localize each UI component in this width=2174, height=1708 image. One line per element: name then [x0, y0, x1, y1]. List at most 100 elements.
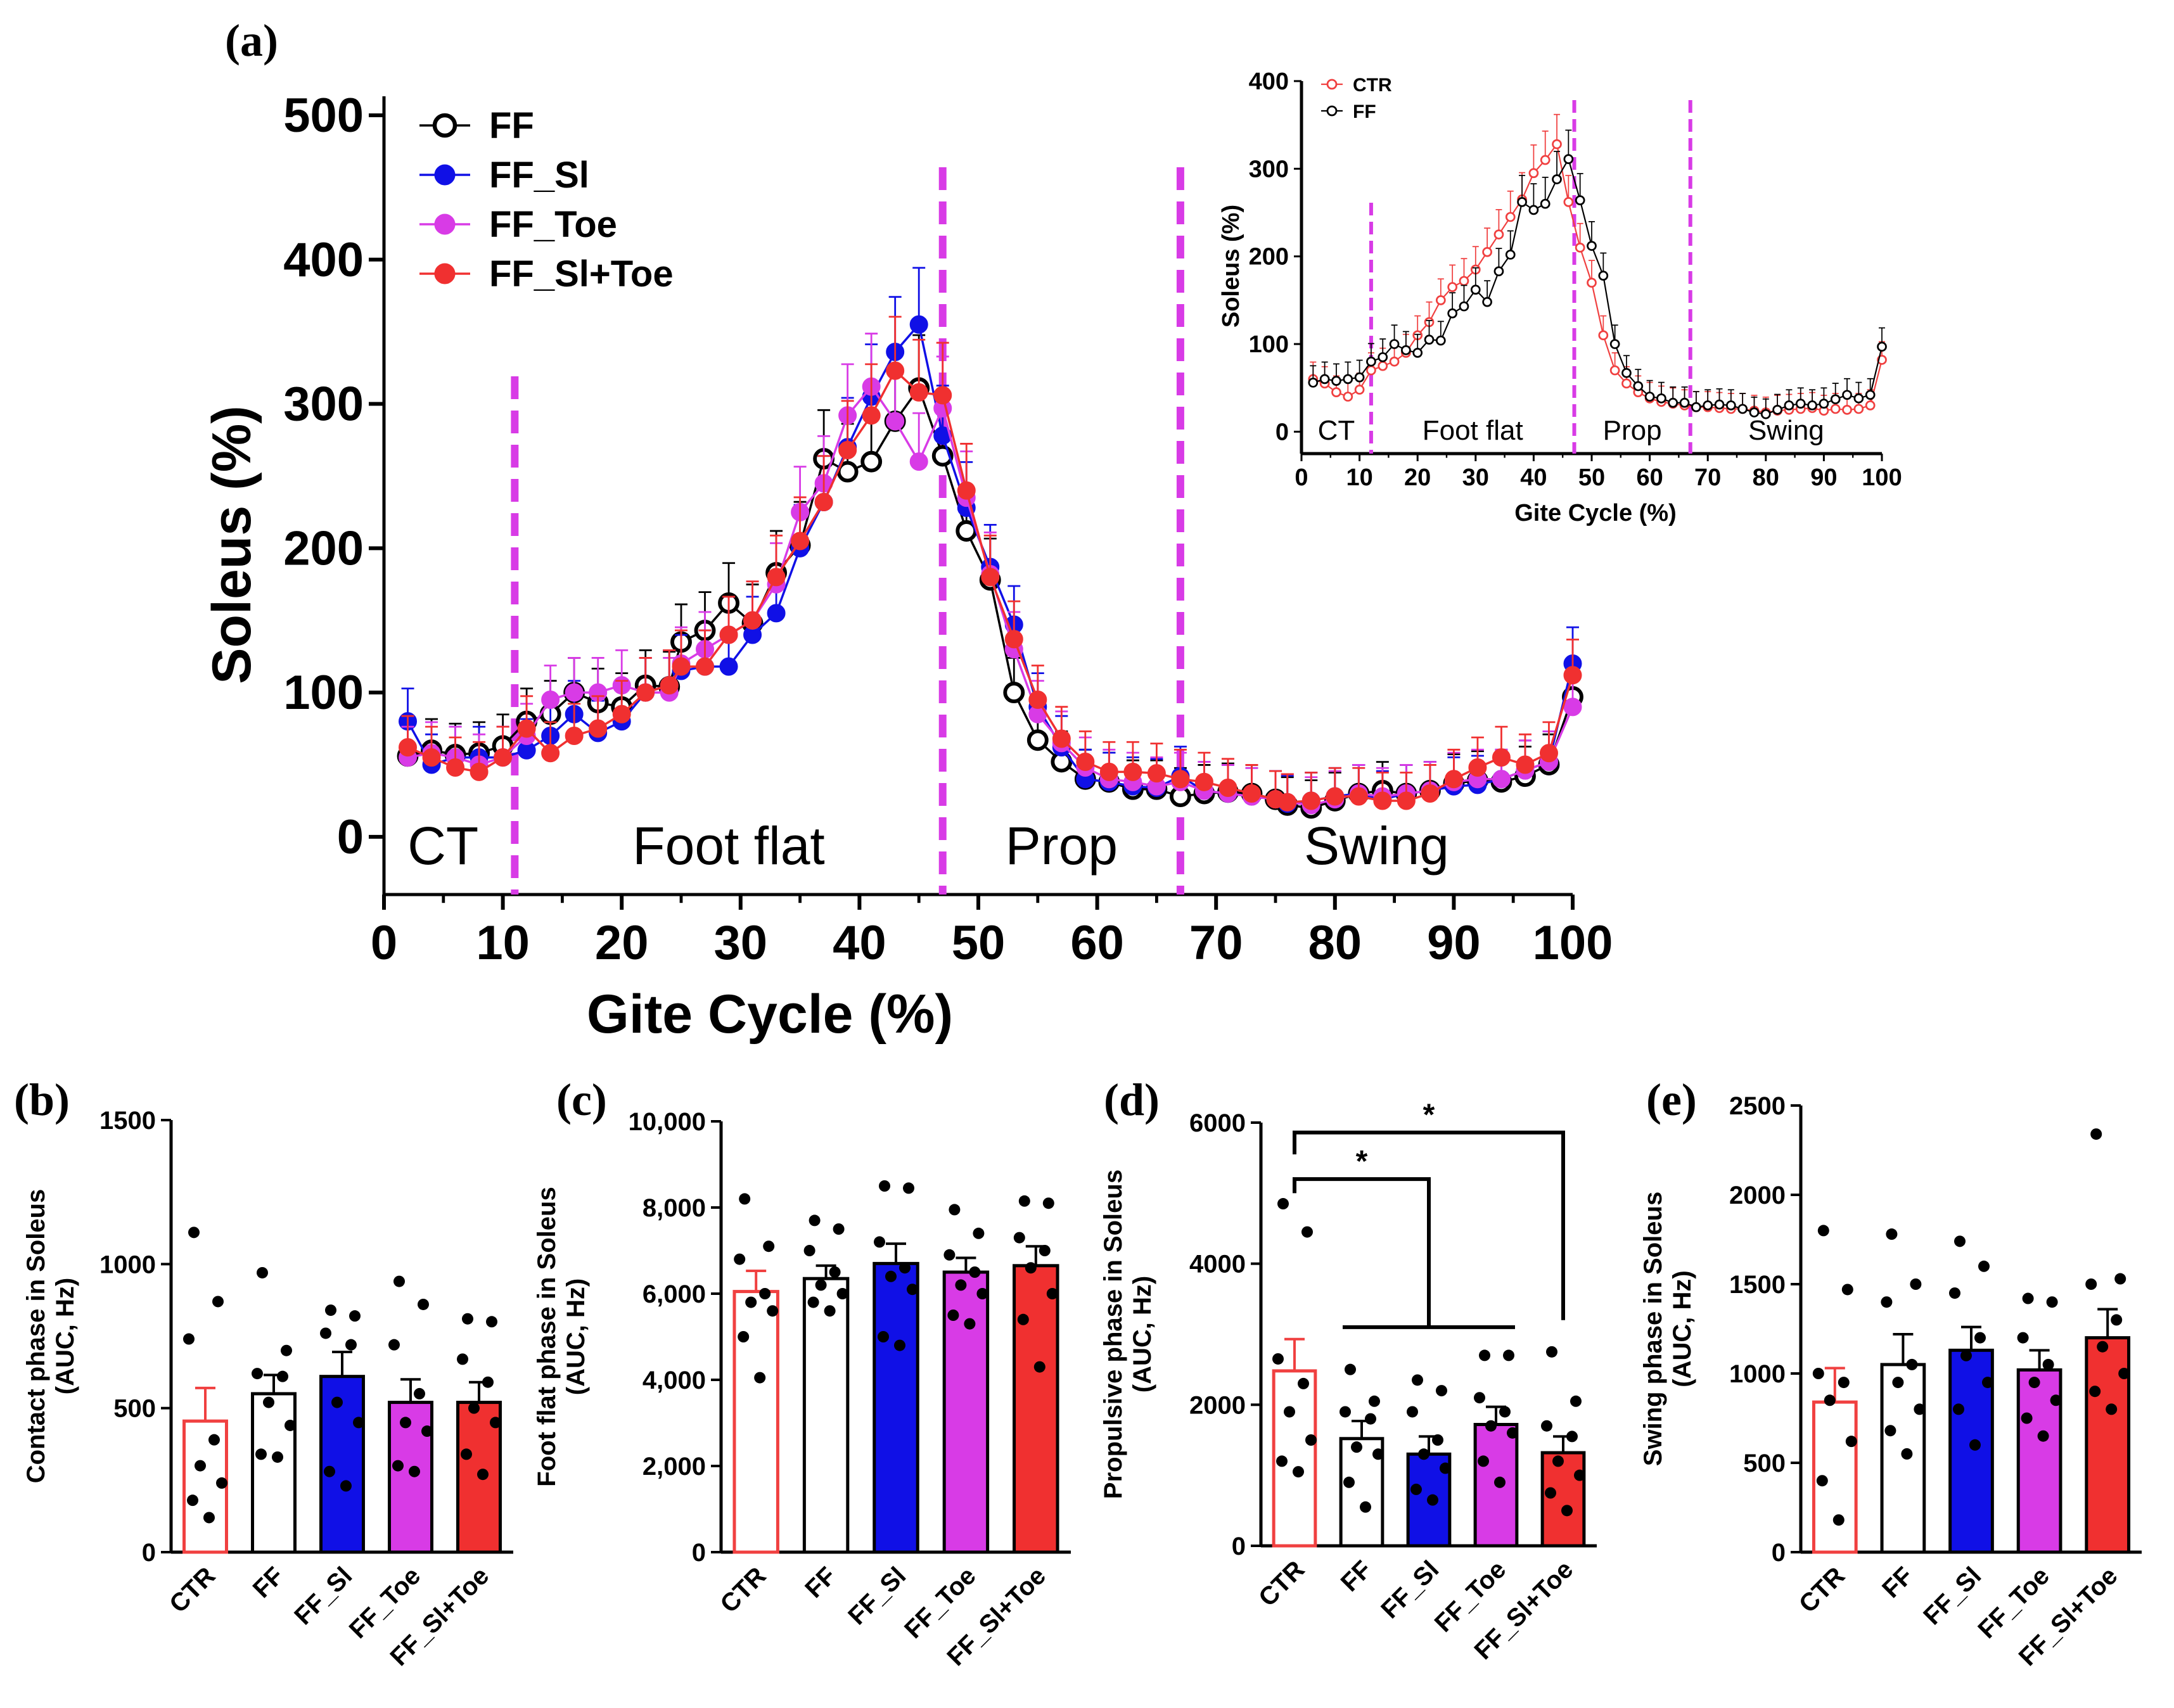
y-axis-title: Propulsive phase in Soleus: [1099, 1169, 1127, 1499]
bar: [732, 1290, 779, 1554]
individual-point: [345, 1339, 357, 1351]
bar-group-ctr: [1272, 1198, 1317, 1548]
data-point: [1378, 360, 1388, 371]
x-tick-label: 10: [1346, 464, 1372, 491]
data-point: [1552, 139, 1562, 150]
significance-star: *: [1423, 1099, 1435, 1132]
individual-point: [255, 1448, 267, 1460]
phase-label: Swing: [1748, 415, 1824, 446]
data-point: [1621, 378, 1632, 389]
individual-point: [392, 1460, 404, 1472]
individual-point: [208, 1434, 220, 1446]
data-point: [1354, 385, 1365, 395]
data-point: [1760, 409, 1771, 419]
y-tick-label: 0: [1772, 1539, 1786, 1567]
data-point: [1865, 390, 1876, 400]
data-point: [1609, 365, 1620, 376]
data-point: [1028, 691, 1047, 709]
bar-chart-foot-flat: 0 2,000 4,000 6,000 8,000 10,000 Foot flat pha…: [533, 1108, 1071, 1671]
y-tick-label: 1000: [1729, 1360, 1786, 1388]
y-tick-label: 4,000: [643, 1367, 706, 1394]
data-point: [541, 744, 560, 763]
data-point: [957, 481, 976, 500]
x-tick-label: 50: [952, 916, 1006, 970]
individual-point: [263, 1396, 274, 1408]
individual-point: [807, 1296, 819, 1308]
individual-point: [2021, 1412, 2033, 1424]
x-tick-label: 50: [1578, 464, 1605, 491]
x-tick-label: 20: [595, 916, 649, 970]
individual-point: [1812, 1368, 1824, 1379]
data-point: [1493, 229, 1504, 239]
data-point: [1539, 744, 1558, 763]
individual-point: [1824, 1394, 1836, 1406]
y-tick-label: 300: [283, 378, 364, 431]
individual-point: [973, 1227, 985, 1239]
y-tick-label: 2000: [1189, 1391, 1246, 1419]
individual-point: [1432, 1434, 1443, 1446]
individual-point: [1284, 1406, 1295, 1418]
data-point: [933, 386, 952, 405]
individual-point: [903, 1182, 914, 1194]
data-point: [1587, 277, 1597, 288]
individual-point: [734, 1253, 746, 1265]
individual-point: [1046, 1288, 1058, 1299]
data-point: [886, 412, 905, 431]
x-tick-label: 60: [1636, 464, 1663, 491]
individual-point: [976, 1288, 988, 1299]
data-point: [1505, 250, 1516, 260]
data-point: [1842, 390, 1852, 400]
individual-point: [462, 1313, 473, 1325]
data-point: [1668, 397, 1678, 408]
data-point: [1171, 770, 1190, 789]
individual-point: [2037, 1430, 2049, 1442]
data-point: [1412, 348, 1423, 358]
legend-marker: [434, 213, 456, 235]
individual-point: [1969, 1439, 1981, 1451]
bar-group-ff-sl-toe: [1013, 1195, 1059, 1554]
individual-point: [2085, 1278, 2097, 1290]
data-point: [1470, 284, 1481, 295]
x-tick-label: 100: [1533, 916, 1613, 970]
individual-point: [1960, 1349, 1972, 1361]
individual-point: [272, 1451, 283, 1463]
data-point: [886, 361, 905, 380]
data-point: [672, 657, 691, 676]
individual-point: [964, 1318, 976, 1330]
series-ff-sl-toe: [399, 315, 1582, 812]
x-tick-label: 70: [1694, 464, 1721, 491]
data-point: [541, 691, 560, 709]
individual-point: [879, 1180, 890, 1192]
individual-point: [1982, 1377, 1993, 1389]
individual-point: [1042, 1197, 1054, 1209]
data-point: [1598, 271, 1609, 281]
data-point: [862, 406, 881, 425]
data-point: [1493, 266, 1504, 277]
data-point: [1691, 402, 1701, 412]
data-point: [1703, 400, 1713, 411]
significance-star: *: [1356, 1145, 1368, 1178]
individual-point: [277, 1370, 288, 1382]
bar: [802, 1277, 850, 1554]
data-point: [1004, 630, 1023, 649]
data-point: [1468, 758, 1487, 777]
phase-label: Foot flat: [632, 816, 824, 876]
individual-point: [2046, 1296, 2058, 1308]
data-point: [1563, 154, 1574, 164]
individual-point: [1974, 1332, 1986, 1344]
data-point: [1424, 335, 1435, 345]
bar-group-ff-sl: [1406, 1374, 1452, 1548]
data-point: [1575, 195, 1585, 206]
data-point: [719, 657, 738, 676]
data-point: [767, 604, 786, 623]
individual-point: [486, 1316, 497, 1328]
category-label: FF: [1336, 1555, 1378, 1597]
data-point: [1397, 791, 1416, 810]
individual-point: [1351, 1441, 1362, 1453]
individual-point: [1365, 1413, 1376, 1425]
data-point: [1563, 666, 1582, 685]
individual-point: [2017, 1332, 2029, 1344]
inset-y-axis-title: Soleus (%): [1218, 205, 1244, 328]
data-point: [612, 704, 631, 723]
individual-point: [1345, 1363, 1356, 1375]
